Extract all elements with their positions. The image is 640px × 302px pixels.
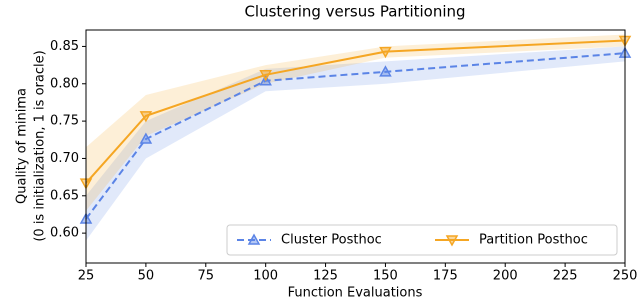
marker [379,46,392,59]
x-tick-label: 250 [613,269,638,284]
marker [139,111,153,123]
y-axis-label: (0 is initialization, 1 is oracle) [33,50,48,241]
y-tick-label: 0.65 [50,188,79,203]
confidence-band [86,34,625,211]
series-line [85,39,626,184]
legend-label: Partition Posthoc [479,233,588,248]
y-axis-label: Quality of minima [15,88,30,204]
y-tick-label: 0.75 [50,114,79,129]
x-tick-label: 175 [433,269,458,284]
marker [139,132,153,144]
legend-box [226,224,618,256]
x-tick-label: 50 [138,269,155,284]
legend-label: Cluster Posthoc [281,233,382,248]
marker [259,70,272,82]
y-tick-label: 0.70 [50,151,79,166]
marker [379,65,392,77]
x-tick-label: 25 [78,269,95,284]
x-tick-label: 75 [198,269,215,284]
confidence-band [86,46,625,241]
x-tick-label: 200 [493,269,518,284]
x-tick-label: 225 [553,269,578,284]
x-tick-label: 150 [373,269,398,284]
y-tick-label: 0.85 [50,39,79,54]
y-tick-label: 0.80 [50,76,79,91]
legend-marker [445,235,459,247]
x-axis-label: Function Evaluations [288,286,423,301]
x-tick-label: 100 [253,269,278,284]
plot-frame [85,29,626,264]
x-tick-label: 125 [313,269,338,284]
chart-title: Clustering versus Partitioning [244,3,465,21]
y-tick-label: 0.60 [50,226,79,241]
legend-marker [247,233,261,245]
